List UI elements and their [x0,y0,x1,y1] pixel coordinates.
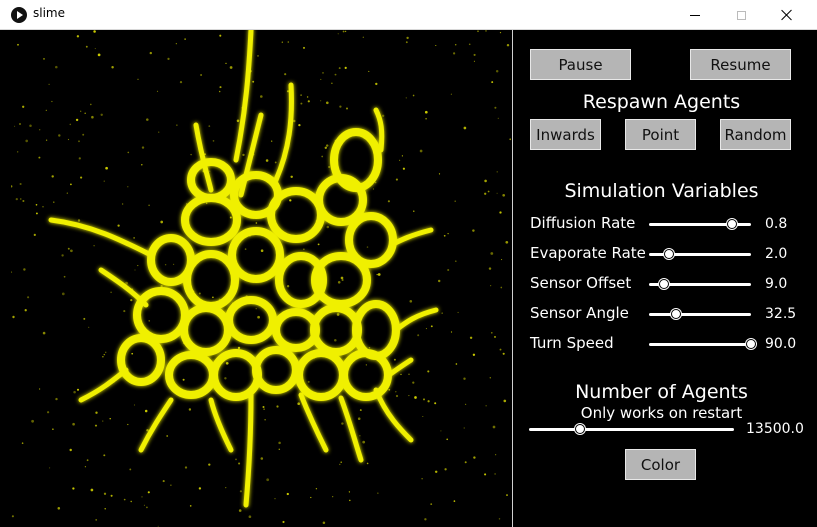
sensor-angle-handle[interactable] [670,309,681,319]
evaporate-rate-slider[interactable] [649,253,751,256]
title-bar: slime [0,0,817,30]
sensor-offset-slider[interactable] [649,283,751,286]
diffusion-rate-label: Diffusion Rate [530,214,636,232]
sensor-angle-slider[interactable] [649,313,751,316]
sensor-offset-value: 9.0 [765,276,788,292]
sensor-angle-value: 32.5 [765,306,797,322]
turn-speed-label: Turn Speed [530,334,614,352]
window-title: slime [33,6,65,20]
respawn-random-button[interactable]: Random [720,119,791,150]
pause-button[interactable]: Pause [530,49,631,80]
agents-slider[interactable] [529,428,734,431]
sensor-angle-label: Sensor Angle [530,304,629,322]
panel-divider [512,30,513,527]
agents-subtitle: Only works on restart [580,404,743,422]
control-panel: Pause Resume Respawn Agents Inwards Poin… [513,30,810,527]
minimize-icon [690,14,700,16]
respawn-heading: Respawn Agents [582,91,741,113]
turn-speed-handle[interactable] [746,339,756,349]
close-icon [781,9,793,21]
minimize-button[interactable] [672,0,718,30]
respawn-point-button[interactable]: Point [625,119,696,150]
turn-speed-slider[interactable] [649,343,751,346]
simulation-canvas[interactable] [11,30,511,527]
maximize-icon [736,10,746,20]
diffusion-rate-slider[interactable] [649,223,751,226]
respawn-inwards-button[interactable]: Inwards [530,119,601,150]
agents-value: 13500.0 [746,421,804,437]
sensor-offset-handle[interactable] [659,279,670,289]
turn-speed-value: 90.0 [765,336,797,352]
slime-network-image [11,30,511,527]
color-button[interactable]: Color [625,449,696,480]
diffusion-rate-value: 0.8 [765,216,788,232]
close-button[interactable] [764,0,810,30]
evaporate-rate-value: 2.0 [765,246,788,262]
variables-heading: Simulation Variables [564,180,759,202]
agents-heading: Number of Agents [575,381,748,403]
evaporate-rate-handle[interactable] [664,249,675,259]
agents-handle[interactable] [575,424,586,434]
evaporate-rate-label: Evaporate Rate [530,244,646,262]
resume-button[interactable]: Resume [690,49,791,80]
app-play-icon [11,7,27,23]
sensor-offset-label: Sensor Offset [530,274,632,292]
diffusion-rate-handle[interactable] [726,219,737,229]
maximize-button[interactable] [718,0,764,30]
